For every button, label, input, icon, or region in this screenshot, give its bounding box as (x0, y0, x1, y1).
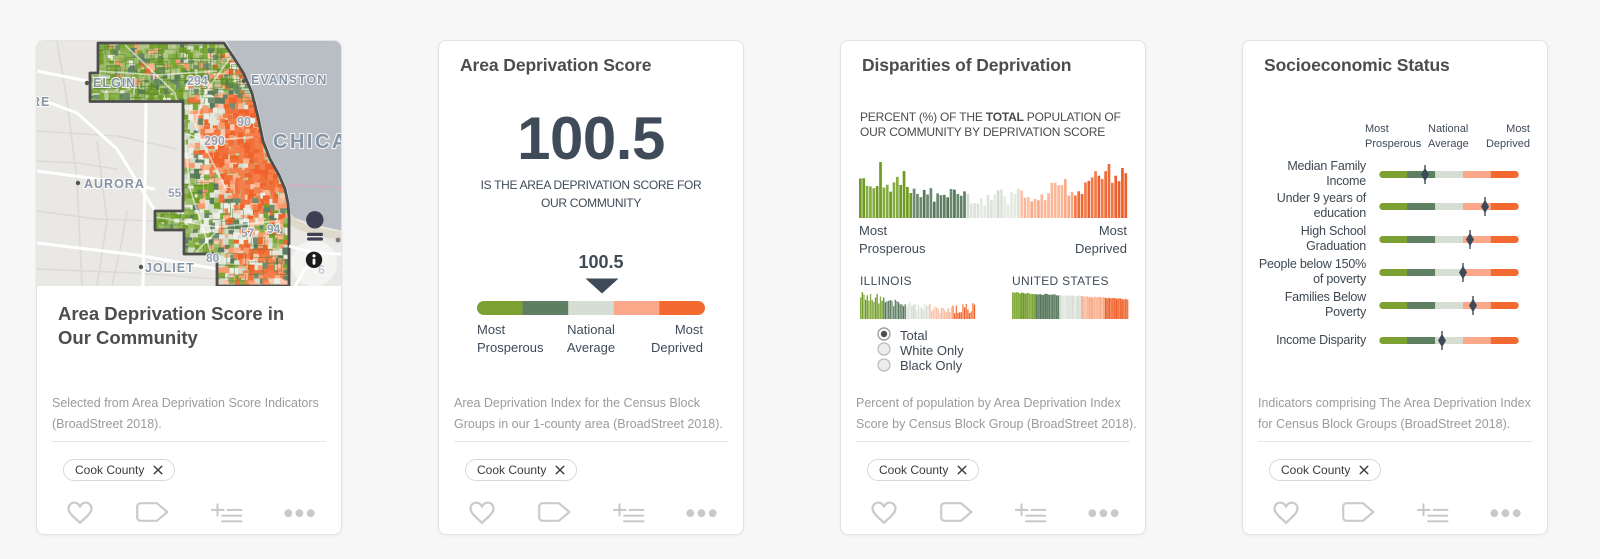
svg-text:JOLIET: JOLIET (145, 261, 195, 275)
svg-text:57: 57 (241, 226, 255, 240)
svg-text:294: 294 (187, 74, 208, 88)
svg-text:290: 290 (204, 134, 225, 148)
svg-text:80: 80 (206, 251, 220, 265)
svg-text:EVANSTON: EVANSTON (251, 73, 327, 87)
svg-text:55: 55 (168, 186, 182, 200)
svg-text:94: 94 (267, 222, 281, 236)
svg-text:ELGIN: ELGIN (93, 76, 136, 90)
svg-text:90: 90 (237, 115, 251, 129)
svg-text:AURORA: AURORA (84, 177, 145, 191)
svg-text:RE: RE (37, 95, 50, 109)
svg-text:CHICAGO: CHICAGO (273, 131, 341, 153)
